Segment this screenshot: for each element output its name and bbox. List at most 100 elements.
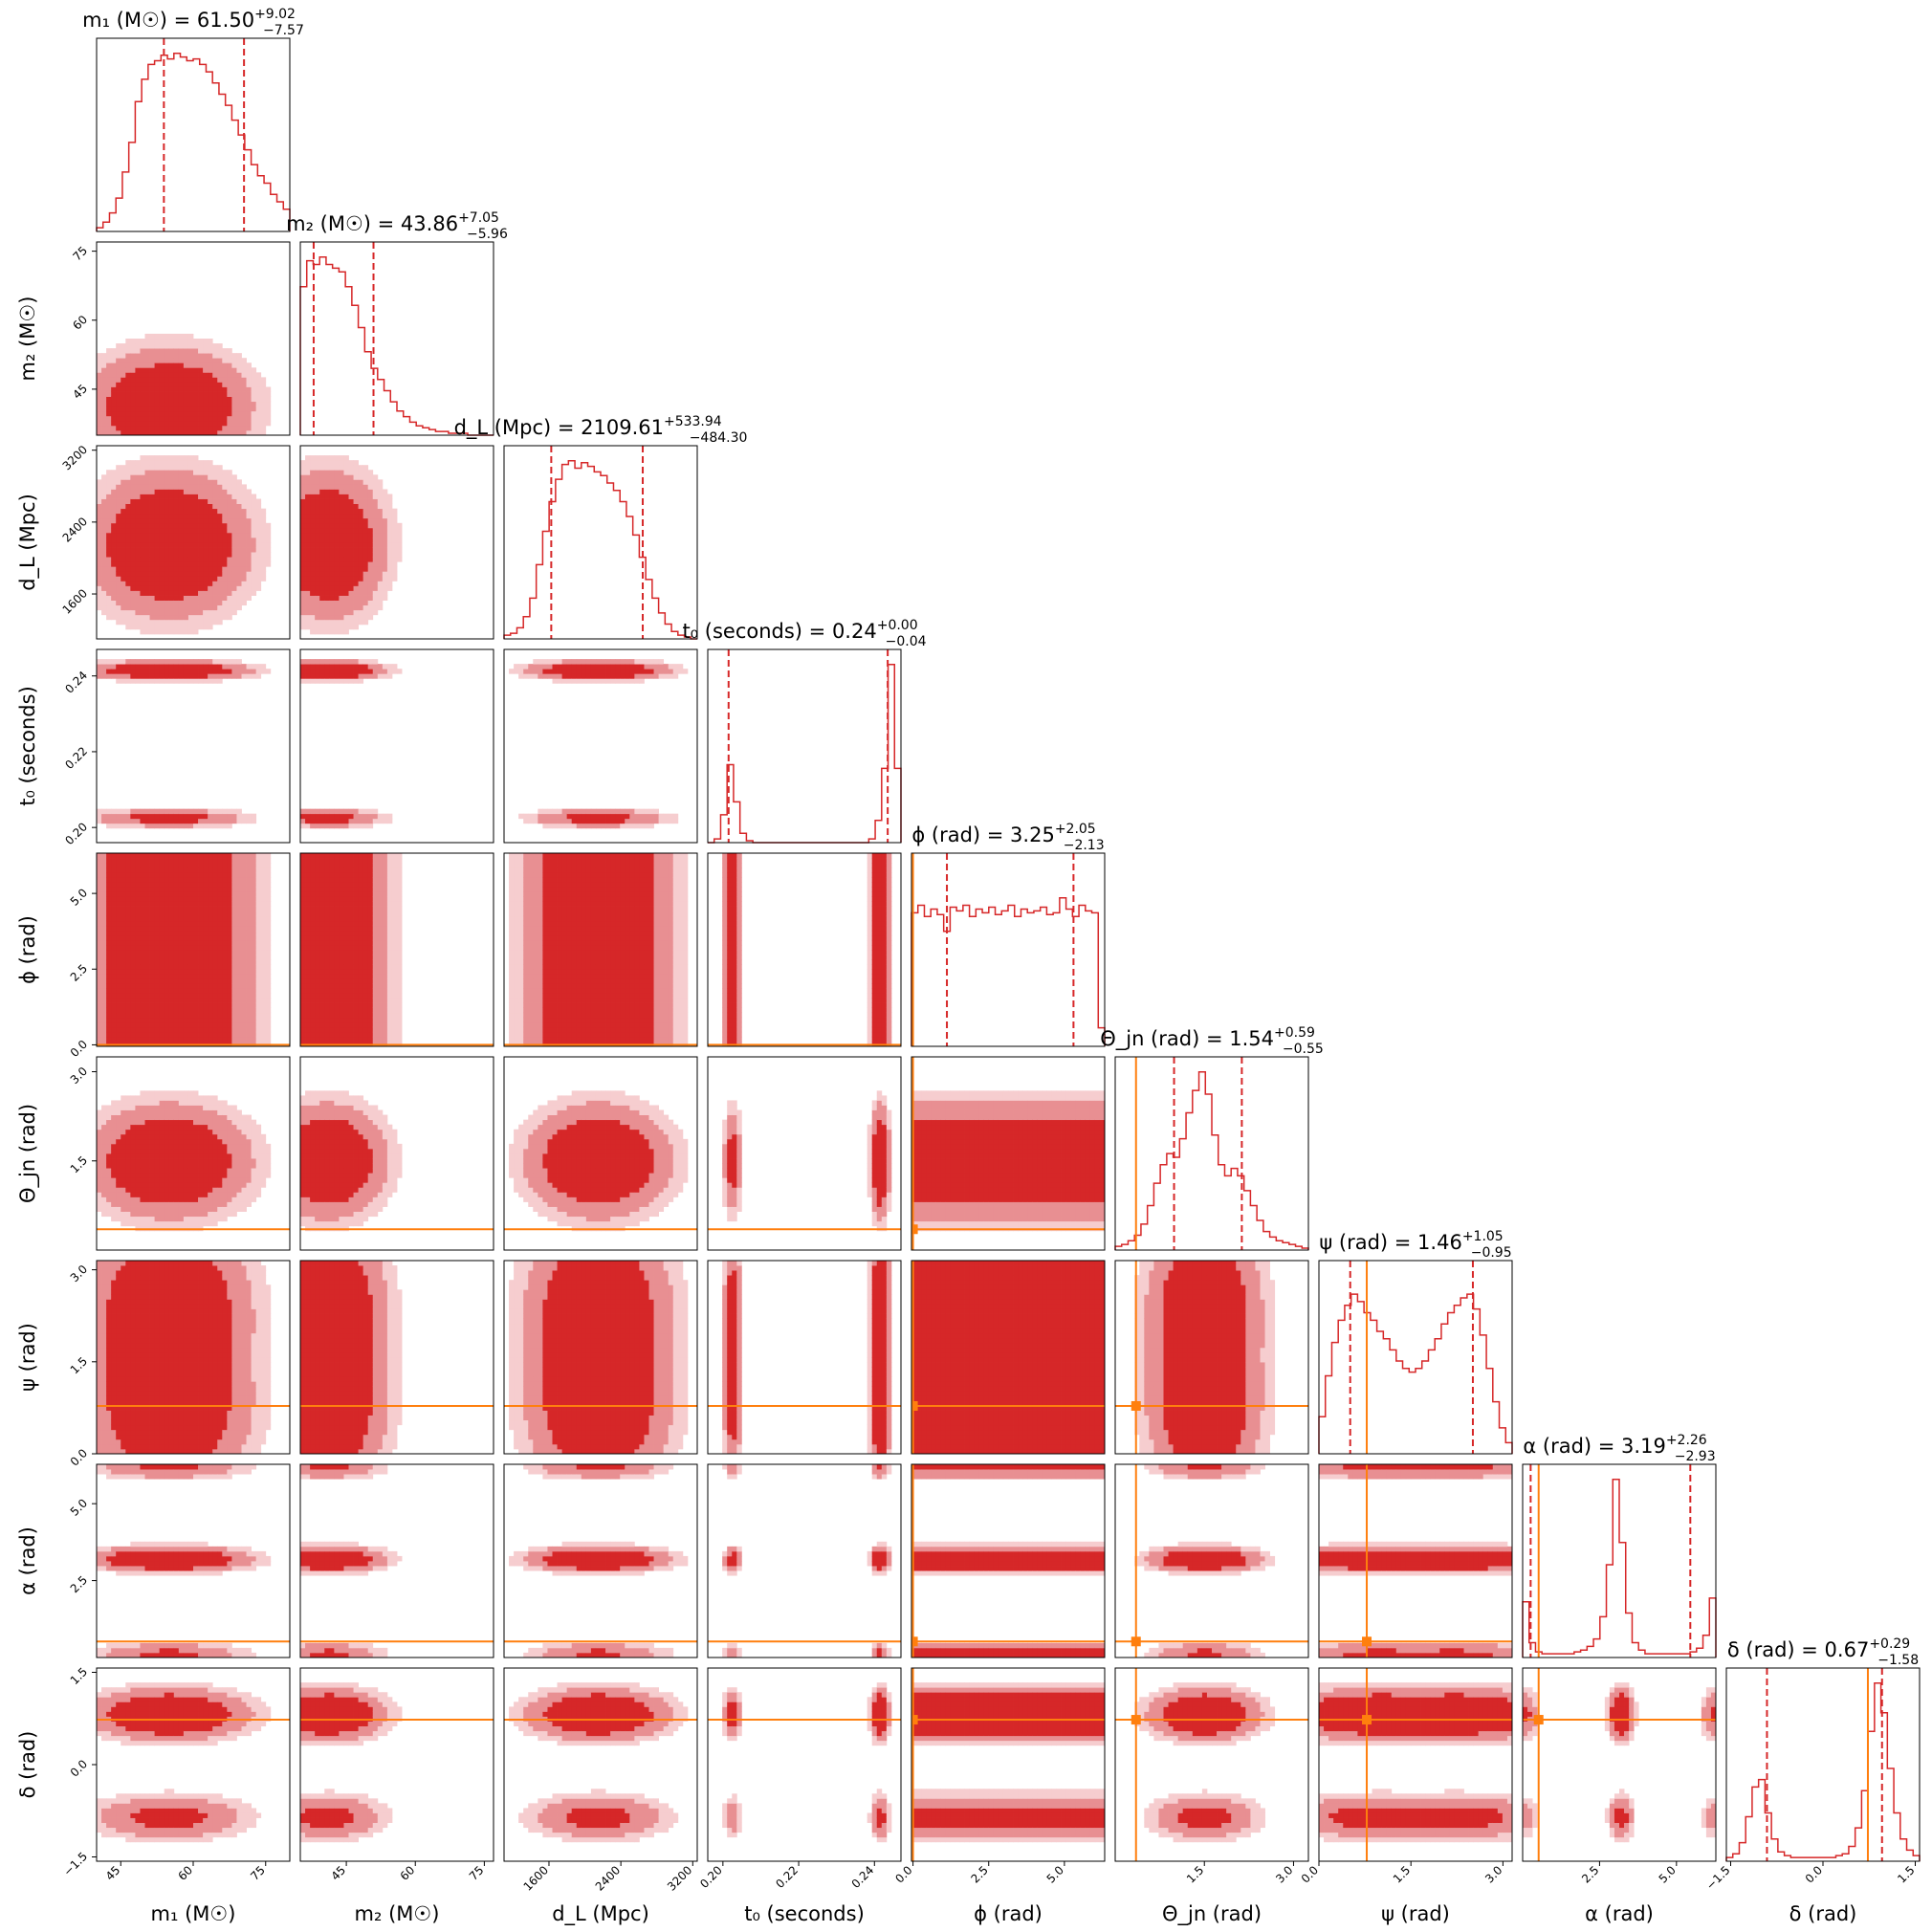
density-cell bbox=[265, 920, 272, 927]
density-cell bbox=[319, 561, 325, 567]
density-cell bbox=[212, 382, 218, 387]
density-cell bbox=[198, 920, 204, 927]
density-cell bbox=[173, 494, 180, 499]
density-cell bbox=[154, 983, 161, 989]
density-cell bbox=[255, 1036, 262, 1043]
density-cell bbox=[348, 823, 354, 829]
density-cell bbox=[212, 863, 218, 868]
density-cell bbox=[260, 561, 267, 567]
density-cell bbox=[315, 1031, 320, 1038]
density-cell bbox=[334, 664, 340, 670]
density-cell bbox=[348, 600, 354, 606]
density-cell bbox=[236, 353, 242, 359]
density-cell bbox=[227, 891, 232, 897]
density-cell bbox=[315, 678, 320, 684]
density-cell bbox=[353, 513, 359, 519]
density-cell bbox=[159, 882, 165, 888]
density-cell bbox=[236, 425, 242, 431]
density-cell bbox=[183, 920, 189, 927]
density-cell bbox=[236, 974, 242, 979]
density-cell bbox=[125, 808, 131, 815]
density-cell bbox=[310, 547, 316, 553]
density-cell bbox=[339, 901, 344, 907]
density-cell bbox=[236, 557, 242, 562]
density-cell bbox=[154, 542, 161, 548]
density-cell bbox=[300, 813, 306, 820]
density-cell bbox=[343, 532, 349, 538]
density-cell bbox=[343, 988, 349, 994]
density-cell bbox=[227, 955, 232, 960]
density-cell bbox=[324, 853, 330, 859]
density-cell bbox=[329, 1036, 335, 1043]
density-cell bbox=[305, 934, 311, 941]
density-cell bbox=[212, 581, 218, 586]
density-cell bbox=[159, 460, 165, 466]
density-cell bbox=[187, 429, 194, 435]
density-cell bbox=[203, 557, 209, 562]
density-cell bbox=[605, 818, 611, 824]
density-cell bbox=[212, 429, 218, 435]
density-cell bbox=[154, 920, 161, 927]
density-cell bbox=[386, 566, 393, 572]
density-cell bbox=[208, 484, 213, 490]
density-cell bbox=[203, 479, 209, 485]
density-cell bbox=[178, 813, 185, 820]
density-cell bbox=[315, 955, 320, 960]
density-cell bbox=[324, 887, 330, 892]
density-cell bbox=[159, 517, 165, 524]
density-cell bbox=[260, 858, 267, 864]
density-cell bbox=[334, 882, 340, 888]
density-cell bbox=[183, 614, 189, 621]
density-cell bbox=[130, 863, 136, 868]
density-cell bbox=[135, 547, 141, 553]
density-cell bbox=[222, 590, 228, 596]
density-cell bbox=[300, 1017, 306, 1023]
density-cell bbox=[140, 406, 145, 412]
density-cell bbox=[212, 406, 218, 412]
density-cell bbox=[227, 513, 232, 519]
density-cell bbox=[362, 614, 369, 621]
density-cell bbox=[164, 595, 170, 601]
density-cell bbox=[251, 934, 257, 941]
density-cell bbox=[305, 513, 311, 519]
density-cell bbox=[144, 333, 150, 340]
density-cell bbox=[305, 930, 311, 936]
density-cell bbox=[178, 891, 185, 897]
density-cell bbox=[193, 628, 199, 635]
density-cell bbox=[305, 566, 311, 572]
density-cell bbox=[358, 542, 364, 548]
density-cell bbox=[231, 396, 237, 403]
density-cell bbox=[305, 595, 311, 601]
density-cell bbox=[260, 508, 267, 515]
density-cell bbox=[246, 503, 252, 510]
density-cell bbox=[241, 911, 247, 917]
density-cell bbox=[101, 508, 107, 515]
density-cell bbox=[154, 358, 161, 363]
density-cell bbox=[382, 673, 388, 679]
density-cell bbox=[509, 669, 515, 674]
density-cell bbox=[97, 581, 102, 586]
density-cell bbox=[212, 993, 218, 999]
density-cell bbox=[319, 911, 325, 917]
density-cell bbox=[178, 673, 185, 679]
density-cell bbox=[130, 590, 136, 596]
density-cell bbox=[212, 1007, 218, 1014]
density-cell bbox=[178, 542, 185, 548]
density-cell bbox=[343, 959, 349, 965]
density-cell bbox=[208, 1036, 213, 1043]
density-cell bbox=[149, 406, 155, 412]
density-cell bbox=[319, 964, 325, 970]
density-cell bbox=[605, 808, 611, 815]
density-cell bbox=[135, 522, 141, 529]
density-cell bbox=[217, 595, 223, 601]
density-cell bbox=[159, 920, 165, 927]
density-cell bbox=[130, 964, 136, 970]
density-cell bbox=[187, 944, 194, 951]
density-cell bbox=[305, 470, 311, 475]
density-cell bbox=[183, 659, 189, 665]
density-cell bbox=[217, 678, 223, 684]
density-cell bbox=[566, 678, 573, 684]
density-cell bbox=[260, 998, 267, 1003]
density-cell bbox=[168, 415, 175, 422]
